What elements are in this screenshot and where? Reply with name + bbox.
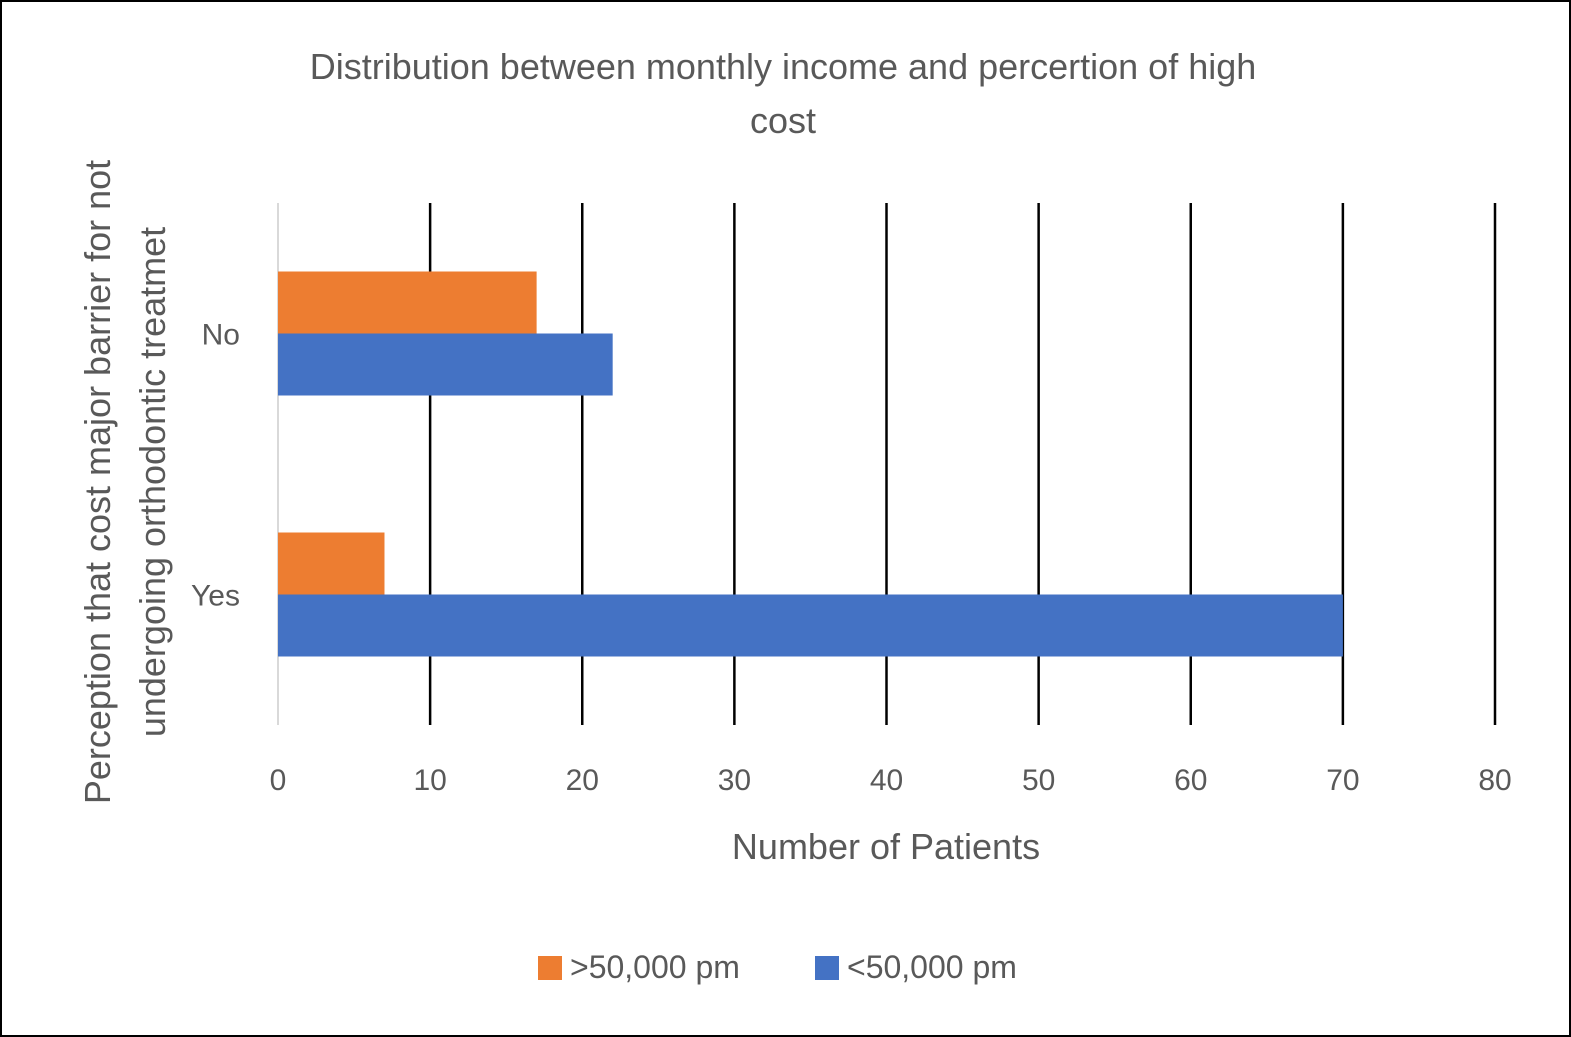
chart-title-line-2: cost: [750, 100, 816, 141]
legend-label-over-50000: >50,000 pm: [570, 949, 740, 985]
x-tick-label-40: 40: [870, 764, 903, 797]
x-tick-label-20: 20: [566, 764, 599, 797]
x-tick-label-50: 50: [1022, 764, 1055, 797]
bar-yes-series-1: [278, 594, 1343, 657]
bar-no-series-0: [278, 271, 537, 334]
category-label-no: No: [202, 319, 240, 352]
chart-title-line-1: Distribution between monthly income and …: [310, 46, 1257, 87]
legend: >50,000 pm <50,000 pm: [538, 949, 1017, 985]
bar-yes-series-0: [278, 532, 385, 595]
bars: [278, 271, 1343, 657]
category-label-yes: Yes: [191, 580, 240, 613]
y-axis-title-line-2: undergoing orthodontic treatmet: [132, 227, 173, 737]
bar-no-series-1: [278, 333, 613, 396]
x-tick-label-30: 30: [718, 764, 751, 797]
category-labels: No Yes: [191, 319, 240, 613]
legend-swatch-under-50000: [815, 956, 839, 980]
x-tick-label-80: 80: [1478, 764, 1511, 797]
legend-swatch-over-50000: [538, 956, 562, 980]
x-tick-label-70: 70: [1326, 764, 1359, 797]
x-tick-labels: 0 10 20 30 40 50 60 70 80: [270, 764, 1512, 797]
y-axis-title-line-1: Perception that cost major barrier for n…: [77, 160, 118, 804]
x-axis-title: Number of Patients: [732, 826, 1040, 867]
x-tick-label-10: 10: [413, 764, 446, 797]
x-tick-label-60: 60: [1174, 764, 1207, 797]
legend-label-under-50000: <50,000 pm: [847, 949, 1017, 985]
x-tick-label-0: 0: [270, 764, 287, 797]
